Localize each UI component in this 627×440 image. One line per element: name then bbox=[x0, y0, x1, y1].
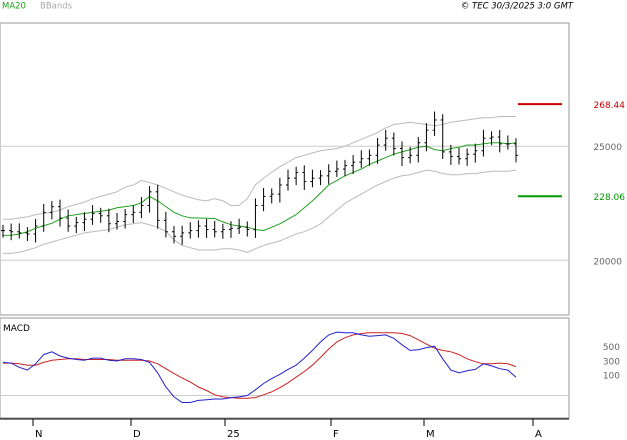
price-y-axis: 20000 25000 bbox=[593, 143, 622, 267]
support-level-label: 228.06 bbox=[594, 193, 626, 203]
bband-upper-line bbox=[3, 116, 516, 220]
macd-panel: MACD 100 300 500 bbox=[0, 317, 620, 419]
x-axis-tick-label: A bbox=[535, 429, 542, 440]
macd-y-tick-label: 500 bbox=[603, 343, 620, 353]
price-y-tick-label: 20000 bbox=[593, 257, 622, 267]
x-axis-tick-label: M bbox=[426, 429, 435, 440]
price-bars-layer bbox=[1, 111, 518, 245]
macd-y-tick-label: 100 bbox=[603, 371, 620, 381]
ma20-legend: MA20 bbox=[2, 2, 26, 12]
resistance-level-label: 268.44 bbox=[594, 101, 626, 111]
copyright-label: © TEC 30/3/2025 3:0 GMT bbox=[461, 2, 574, 12]
x-axis: N D 25 F M A bbox=[0, 418, 569, 440]
price-y-tick-label: 25000 bbox=[593, 143, 622, 153]
macd-y-tick-label: 300 bbox=[603, 357, 620, 367]
price-series-layer bbox=[2, 116, 517, 254]
x-axis-tick-label: N bbox=[35, 429, 42, 440]
x-axis-tick-label: 25 bbox=[227, 429, 240, 440]
bband-lower-line bbox=[3, 169, 517, 254]
macd-plot-area bbox=[0, 317, 570, 419]
x-axis-tick-label: D bbox=[133, 429, 141, 440]
price-grid bbox=[0, 145, 569, 261]
x-axis-tick-label: F bbox=[333, 429, 339, 440]
price-levels-layer: 268.44 228.06 bbox=[518, 101, 625, 203]
ma20-line bbox=[2, 142, 517, 236]
macd-line bbox=[2, 331, 517, 403]
price-plot-area bbox=[0, 22, 570, 316]
macd-title: MACD bbox=[3, 324, 30, 334]
macd-y-axis: 100 300 500 bbox=[603, 343, 620, 381]
price-panel: 268.44 228.06 20000 25000 bbox=[0, 22, 625, 316]
bbands-legend: BBands bbox=[40, 2, 73, 12]
macd-series-layer bbox=[2, 331, 517, 403]
